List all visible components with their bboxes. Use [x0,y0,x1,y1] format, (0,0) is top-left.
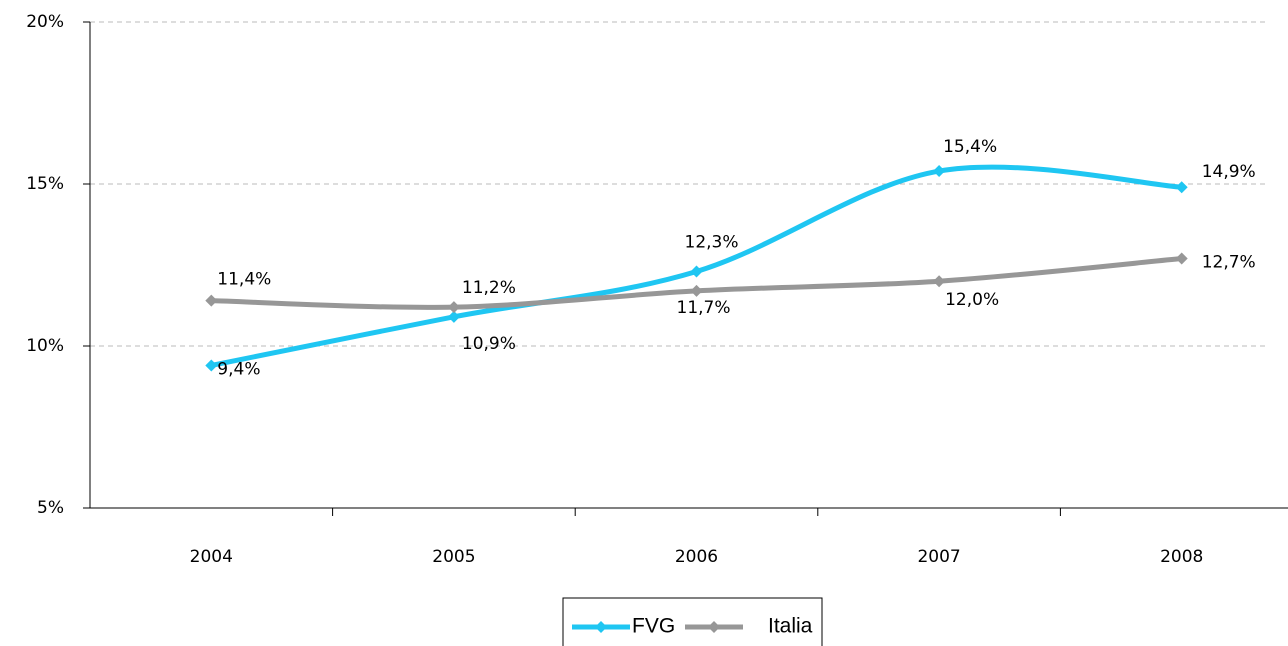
data-label: 11,7% [677,298,731,318]
legend-label: FVG [632,615,675,638]
marker [933,275,946,288]
data-label: 14,9% [1202,162,1256,182]
legend-marker [595,621,607,633]
marker [1175,252,1188,265]
data-label: 11,2% [462,278,516,298]
x-tick-label: 2006 [675,547,718,567]
legend-box [562,597,823,646]
data-label: 12,7% [1202,253,1256,273]
marker [205,294,218,307]
data-label: 10,9% [462,334,516,354]
data-label: 9,4% [217,359,260,379]
y-tick-label: 20% [26,12,64,32]
data-label: 11,4% [217,270,271,290]
legend-label: Italia [768,615,813,638]
marker [447,301,460,314]
marker [690,284,703,297]
marker [447,310,460,323]
data-label: 12,0% [945,290,999,310]
marker [205,359,218,372]
data-label: 12,3% [685,232,739,252]
marker [1175,181,1188,194]
x-tick-label: 2007 [917,547,960,567]
y-tick-label: 15% [26,174,64,194]
x-tick-label: 2005 [432,547,475,567]
marker [690,265,703,278]
y-tick-label: 5% [37,498,64,518]
legend-marker [708,621,720,633]
y-tick-label: 10% [26,336,64,356]
marker [933,165,946,178]
x-tick-label: 2008 [1160,547,1203,567]
x-tick-label: 2004 [190,547,233,567]
data-label: 15,4% [943,137,997,157]
